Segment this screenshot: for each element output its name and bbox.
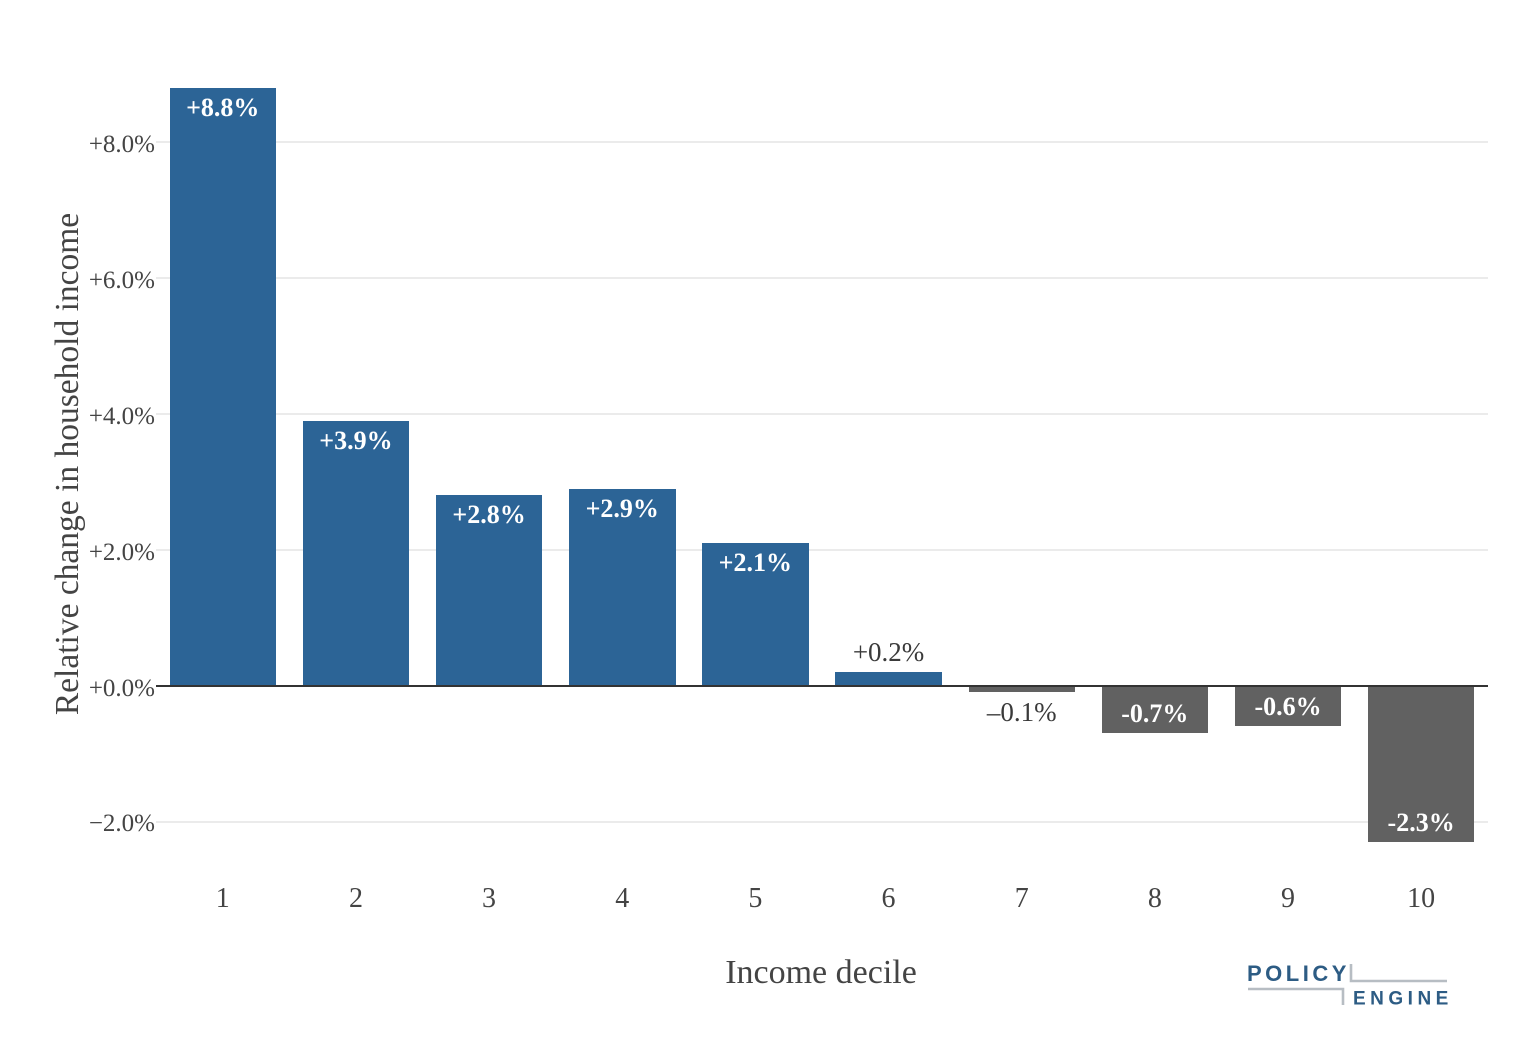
svg-text:ENGINE: ENGINE: [1353, 989, 1450, 1010]
svg-text:POLICY: POLICY: [1247, 961, 1350, 986]
